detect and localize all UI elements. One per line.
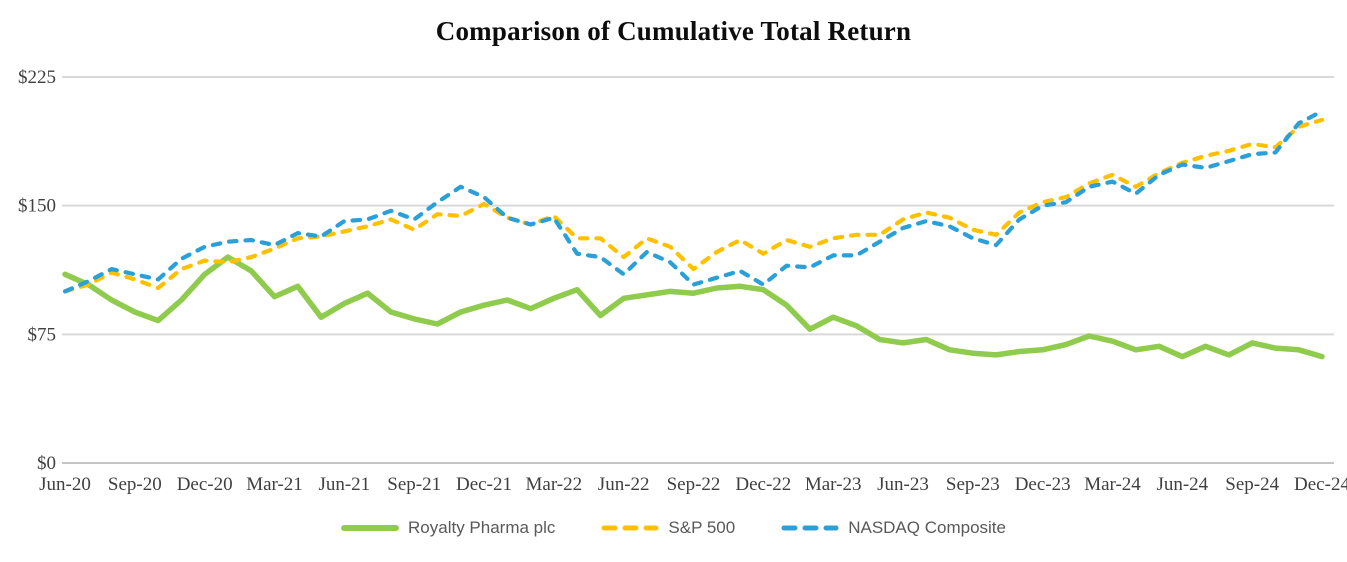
x-tick-label: Mar-22 [526, 474, 583, 495]
x-tick-label: Jun-24 [1156, 474, 1208, 495]
x-tick-label: Dec-23 [1015, 474, 1071, 495]
x-tick-label: Sep-20 [108, 474, 162, 495]
s-p-500-swatch-icon [601, 525, 659, 531]
nasdaq-composite-line [62, 109, 1325, 294]
x-tick-label: Sep-21 [387, 474, 441, 495]
legend-item-s-p-500: S&P 500 [601, 518, 735, 538]
x-tick-label: Jun-22 [598, 474, 650, 495]
y-tick-label: $150 [18, 196, 56, 217]
y-tick-label: $0 [37, 453, 56, 474]
x-tick-label: Jun-23 [877, 474, 929, 495]
x-tick-label: Sep-23 [946, 474, 1000, 495]
x-tick-label: Jun-20 [39, 474, 91, 495]
x-tick-label: Dec-20 [177, 474, 233, 495]
x-tick-label: Mar-24 [1084, 474, 1141, 495]
chart-title: Comparison of Cumulative Total Return [435, 16, 912, 46]
legend-item-royalty-pharma-plc: Royalty Pharma plc [341, 518, 555, 538]
legend: Royalty Pharma plc S&P 500 NASDAQ Composit… [0, 518, 1347, 538]
y-tick-label: $75 [28, 324, 57, 345]
x-tick-label: Mar-21 [246, 474, 303, 495]
x-tick-label: Dec-22 [735, 474, 791, 495]
x-tick-label: Jun-21 [318, 474, 370, 495]
legend-item-nasdaq-composite: NASDAQ Composite [781, 518, 1006, 538]
x-tick-label: Dec-21 [456, 474, 512, 495]
nasdaq-composite-swatch-icon [781, 525, 839, 531]
royalty-pharma-plc-line [62, 254, 1325, 360]
x-tick-label: Mar-23 [805, 474, 862, 495]
x-tick-label: Sep-22 [667, 474, 721, 495]
legend-label: Royalty Pharma plc [408, 518, 556, 537]
s-p-500-line [62, 117, 1325, 294]
legend-label: NASDAQ Composite [848, 518, 1006, 537]
x-tick-label: Sep-24 [1225, 474, 1279, 495]
x-tick-label: Dec-24 [1294, 474, 1347, 495]
royalty-pharma-plc-swatch-icon [341, 525, 400, 531]
legend-label: S&P 500 [668, 518, 736, 537]
y-tick-label: $225 [18, 67, 56, 88]
